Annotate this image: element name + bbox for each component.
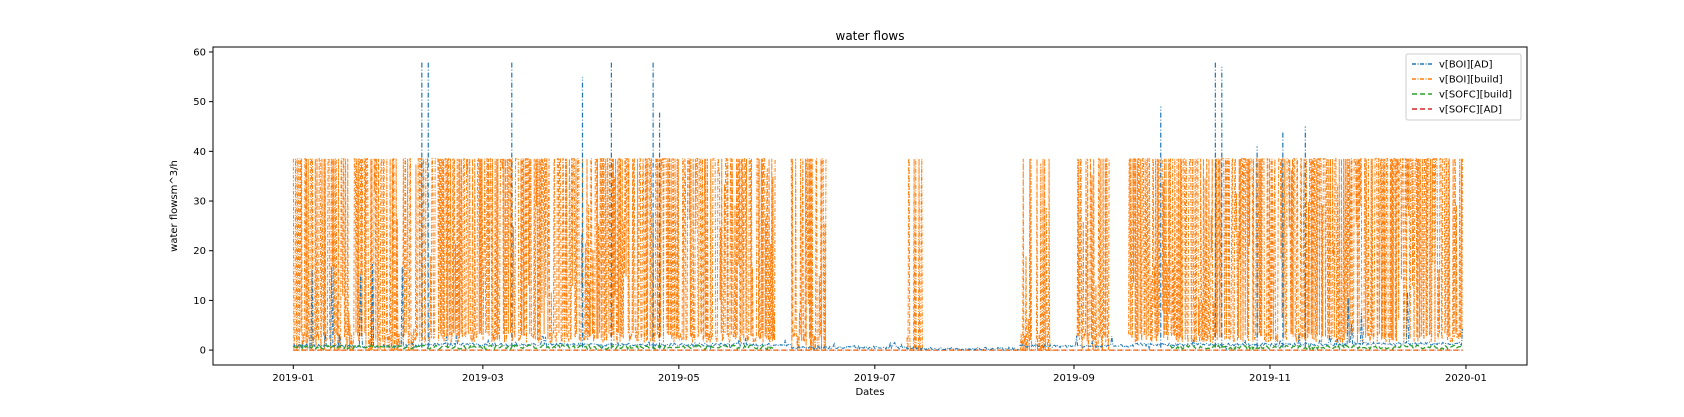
- series-line-boi-build: [906, 158, 923, 351]
- series-line-boi-build: [414, 158, 776, 345]
- series-line-boi-build: [1076, 158, 1110, 351]
- x-tick-label: 2019-03: [462, 373, 504, 384]
- x-tick-label: 2020-01: [1445, 373, 1487, 384]
- y-axis-label: water flowsm^3/h: [169, 160, 180, 252]
- series-line-boi-ad: [919, 346, 1020, 351]
- series-line-sofc-build: [292, 343, 776, 351]
- series-line-boi-ad: [1135, 335, 1347, 351]
- x-tick-label: 2019-09: [1053, 373, 1095, 384]
- x-tick-label: 2019-11: [1249, 373, 1291, 384]
- x-axis-label: Dates: [855, 387, 884, 398]
- series-line-boi-ad: [790, 341, 920, 352]
- x-tick-label: 2019-07: [854, 373, 896, 384]
- y-tick-label: 30: [193, 197, 206, 208]
- x-tick-label: 2019-01: [272, 373, 314, 384]
- legend: v[BOI][AD] v[BOI][build] v[SOFC][build] v[S…: [1405, 53, 1522, 121]
- series-line-boi-build: [1019, 158, 1055, 351]
- plot-area-group: [212, 46, 1528, 366]
- chart-title: water flows: [836, 29, 905, 43]
- y-axis: 0 10 20 30 40 50 60: [193, 47, 213, 357]
- legend-label: v[BOI][build]: [1439, 75, 1503, 86]
- y-tick-label: 0: [200, 346, 206, 357]
- series-line-boi-build: [1128, 157, 1463, 345]
- series-line-boi-ad: [1346, 291, 1464, 349]
- legend-label: v[BOI][AD]: [1439, 60, 1493, 71]
- y-tick-label: 10: [193, 296, 206, 307]
- legend-label: v[SOFC][build]: [1439, 90, 1512, 101]
- y-tick-label: 60: [193, 47, 206, 58]
- series-line-boi-build: [292, 158, 416, 351]
- series-line-sofc-build: [1169, 343, 1462, 351]
- x-axis: 2019-01 2019-03 2019-05 2019-07 2019-09 2019-…: [272, 365, 1487, 384]
- series-line-boi-build: [790, 158, 827, 351]
- series-line-boi-ad: [1019, 335, 1136, 349]
- data-layer: [292, 61, 1464, 352]
- y-tick-label: 20: [193, 246, 206, 257]
- legend-box: [1405, 53, 1522, 121]
- legend-label: v[SOFC][AD]: [1439, 105, 1502, 116]
- y-tick-label: 50: [193, 97, 206, 108]
- y-tick-label: 40: [193, 147, 206, 158]
- plot-frame: [212, 46, 1528, 366]
- x-tick-label: 2019-05: [658, 373, 700, 384]
